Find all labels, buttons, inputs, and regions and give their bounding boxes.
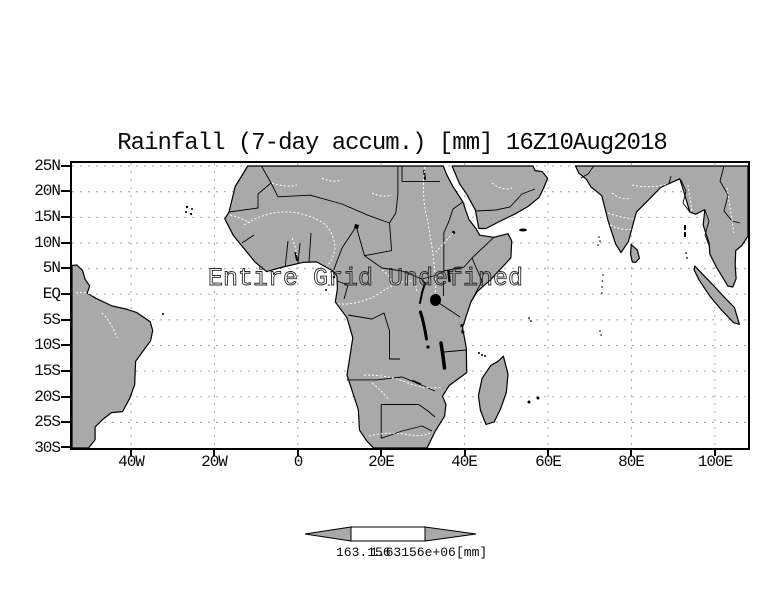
lat-label-eq: EQ [42, 285, 61, 303]
lat-label-20s: 20S [34, 388, 61, 406]
lat-tick [61, 344, 72, 346]
colorbar [304, 523, 477, 545]
lon-tick [130, 448, 132, 456]
lat-label-5n: 5N [42, 259, 61, 277]
south-asia-landmass [574, 165, 748, 288]
lon-tick [630, 448, 632, 456]
lat-tick [61, 421, 72, 423]
map-frame: Entire Grid Undefined [70, 161, 750, 450]
map-graphic [72, 163, 748, 448]
lon-tick [714, 448, 716, 456]
small-islands [162, 205, 688, 404]
africa-landmass [224, 165, 513, 448]
lat-label-5s: 5S [42, 311, 61, 329]
colorbar-max-label: 1.63156e+06 [370, 545, 456, 560]
lon-label-20w: 20W [201, 453, 228, 471]
rift-lakes [294, 170, 451, 385]
lat-label-30s: 30S [34, 439, 61, 457]
lat-label-10s: 10S [34, 336, 61, 354]
lat-tick [61, 293, 72, 295]
lat-tick [61, 370, 72, 372]
lat-label-25s: 25S [34, 413, 61, 431]
lat-tick [61, 216, 72, 218]
colorbar-min-label: 163.156 [336, 545, 391, 560]
south-america-landmass [72, 264, 154, 448]
lon-label-100e: 100E [697, 453, 733, 471]
colorbar-left-arrow [304, 526, 352, 542]
lat-tick [61, 319, 72, 321]
country-borders [228, 165, 741, 439]
colorbar-box [350, 526, 426, 542]
lat-tick [61, 242, 72, 244]
lat-tick [61, 396, 72, 398]
lat-tick [61, 267, 72, 269]
rivers [75, 166, 735, 437]
lon-label-60e: 60E [535, 453, 562, 471]
lat-label-10n: 10N [34, 234, 61, 252]
lat-label-15n: 15N [34, 208, 61, 226]
lat-tick [61, 446, 72, 448]
lon-tick [464, 448, 466, 456]
sri-lanka-island [630, 243, 640, 263]
colorbar-units-label: [mm] [456, 545, 488, 560]
lat-tick [61, 190, 72, 192]
lon-tick [547, 448, 549, 456]
colorbar-right-arrow [424, 526, 477, 542]
lat-label-20n: 20N [34, 182, 61, 200]
landmasses [72, 165, 748, 448]
grid-undefined-message: Entire Grid Undefined [208, 264, 524, 294]
arabia-landmass [451, 165, 549, 230]
lon-label-20e: 20E [368, 453, 395, 471]
lon-label-80e: 80E [618, 453, 645, 471]
sumatra-island [693, 265, 740, 325]
colorbar-graphic [304, 526, 477, 542]
lat-tick [61, 165, 72, 167]
plot-title: Rainfall (7-day accum.) [mm] 16Z10Aug201… [117, 130, 668, 157]
lon-label-40w: 40W [118, 453, 145, 471]
lat-label-15s: 15S [34, 362, 61, 380]
lon-label-40e: 40E [451, 453, 478, 471]
lat-label-25n: 25N [34, 157, 61, 175]
lon-label-0: 0 [293, 453, 304, 471]
lon-tick [297, 448, 299, 456]
madagascar-island [477, 355, 509, 425]
lon-tick [380, 448, 382, 456]
lon-tick [213, 448, 215, 456]
